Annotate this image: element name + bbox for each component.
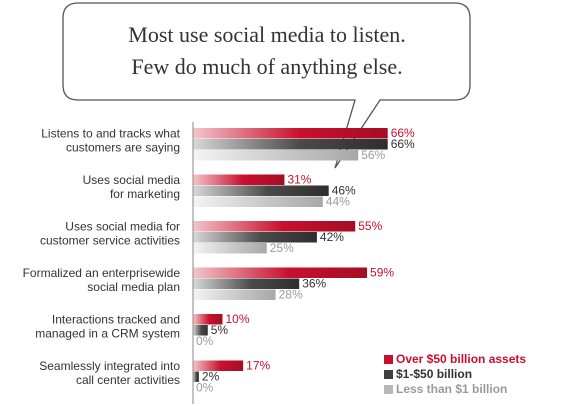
category-label-4-line-0: Interactions tracked and	[52, 313, 180, 327]
bar-1-50-billion-3	[193, 278, 300, 289]
legend-swatch-over-50-billion-assets	[384, 355, 393, 364]
bar-over-50-billion-assets-5	[193, 360, 244, 371]
legend-label-over-50-billion-assets: Over $50 billion assets	[396, 352, 526, 366]
legend: Over $50 billion assets$1-$50 billionLes…	[384, 352, 526, 396]
legend-swatch-1-50-billion	[384, 370, 393, 379]
bar-1-50-billion-0	[193, 139, 388, 150]
bar-less-than-1-billion-1	[193, 196, 323, 207]
category-label-2-line-0: Uses social media for	[65, 220, 180, 234]
bar-over-50-billion-assets-1	[193, 174, 285, 185]
value-label-over-50-billion-assets-5: 17%	[246, 359, 270, 373]
callout-line-1: Most use social media to listen.	[128, 22, 405, 47]
value-label-over-50-billion-assets-3: 59%	[370, 266, 394, 280]
value-label-over-50-billion-assets-2: 55%	[358, 219, 382, 233]
category-label-0-line-1: customers are saying	[66, 141, 180, 155]
value-label-less-than-1-billion-0: 56%	[361, 148, 385, 162]
value-label-1-50-billion-4: 5%	[211, 323, 229, 337]
value-label-less-than-1-billion-4: 0%	[196, 334, 214, 348]
value-label-1-50-billion-1: 46%	[332, 184, 356, 198]
category-label-0-line-0: Listens to and tracks what	[41, 127, 180, 141]
value-label-over-50-billion-assets-4: 10%	[226, 312, 250, 326]
value-label-less-than-1-billion-5: 0%	[196, 381, 214, 395]
value-label-1-50-billion-0: 66%	[391, 137, 415, 151]
legend-label-1-50-billion: $1-$50 billion	[396, 367, 472, 381]
category-label-4-line-1: managed in a CRM system	[35, 327, 180, 341]
category-label-3-line-1: social media plan	[87, 280, 180, 294]
value-label-over-50-billion-assets-0: 66%	[391, 126, 415, 140]
bar-1-50-billion-1	[193, 185, 329, 196]
bar-over-50-billion-assets-2	[193, 221, 356, 232]
bar-less-than-1-billion-3	[193, 289, 276, 300]
legend-swatch-less-than-1-billion	[384, 385, 393, 394]
category-label-5-line-1: call center activities	[76, 373, 180, 387]
bar-1-50-billion-4	[193, 325, 208, 336]
category-label-1-line-0: Uses social media	[83, 173, 181, 187]
callout-line-2: Few do much of anything else.	[131, 54, 402, 79]
category-label-2-line-1: customer service activities	[40, 234, 180, 248]
value-label-over-50-billion-assets-1: 31%	[287, 173, 311, 187]
value-label-less-than-1-billion-1: 44%	[326, 195, 350, 209]
bar-over-50-billion-assets-4	[193, 314, 223, 325]
legend-label-less-than-1-billion: Less than $1 billion	[396, 382, 507, 396]
value-label-less-than-1-billion-3: 28%	[279, 288, 303, 302]
category-label-5-line-0: Seamlessly integrated into	[39, 359, 180, 373]
value-label-less-than-1-billion-2: 25%	[270, 241, 294, 255]
bar-less-than-1-billion-0	[193, 150, 359, 161]
bar-1-50-billion-2	[193, 232, 317, 243]
value-label-1-50-billion-5: 2%	[202, 370, 220, 384]
category-label-1-line-1: for marketing	[110, 187, 180, 201]
bar-over-50-billion-assets-0	[193, 128, 388, 139]
category-label-3-line-0: Formalized an enterprisewide	[23, 266, 181, 280]
bar-1-50-billion-5	[193, 371, 199, 382]
bar-over-50-billion-assets-3	[193, 267, 368, 278]
value-label-1-50-billion-3: 36%	[302, 277, 326, 291]
bar-less-than-1-billion-2	[193, 243, 267, 254]
value-label-1-50-billion-2: 42%	[320, 230, 344, 244]
